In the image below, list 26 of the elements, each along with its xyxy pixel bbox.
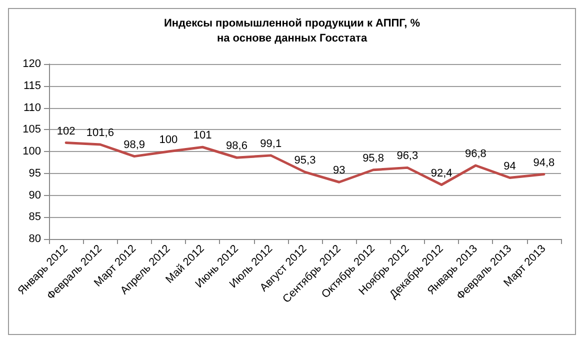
y-tick-label: 85	[28, 211, 41, 224]
data-label: 98,6	[226, 140, 248, 152]
chart-subtitle: на основе данных Госстата	[216, 32, 368, 44]
data-label: 98,9	[124, 138, 146, 151]
y-tick-label: 100	[22, 146, 41, 158]
y-tick-label: 110	[23, 102, 41, 114]
y-tick-label: 95	[28, 167, 41, 180]
y-tick-label: 90	[28, 189, 41, 202]
data-label: 101	[193, 130, 212, 142]
data-label: 96,8	[464, 148, 486, 160]
data-label: 99,1	[260, 138, 282, 150]
data-label: 102	[56, 125, 76, 138]
data-label: 94,8	[533, 156, 555, 169]
data-label: 93	[333, 164, 346, 177]
data-label: 101,6	[86, 127, 114, 139]
data-label: 94	[504, 160, 516, 172]
y-tick-label: 105	[22, 124, 41, 136]
y-tick-label: 80	[28, 233, 41, 245]
data-label: 96,3	[396, 150, 418, 162]
data-label: 100	[159, 134, 178, 146]
y-tick-label: 115	[23, 80, 41, 92]
data-label: 92,4	[430, 167, 452, 180]
data-label: 95,8	[362, 152, 384, 164]
y-tick-label: 120	[22, 58, 41, 70]
chart-title: Индексы промышленной продукции к АППГ, %	[164, 18, 420, 30]
data-label: 95,3	[294, 154, 316, 167]
